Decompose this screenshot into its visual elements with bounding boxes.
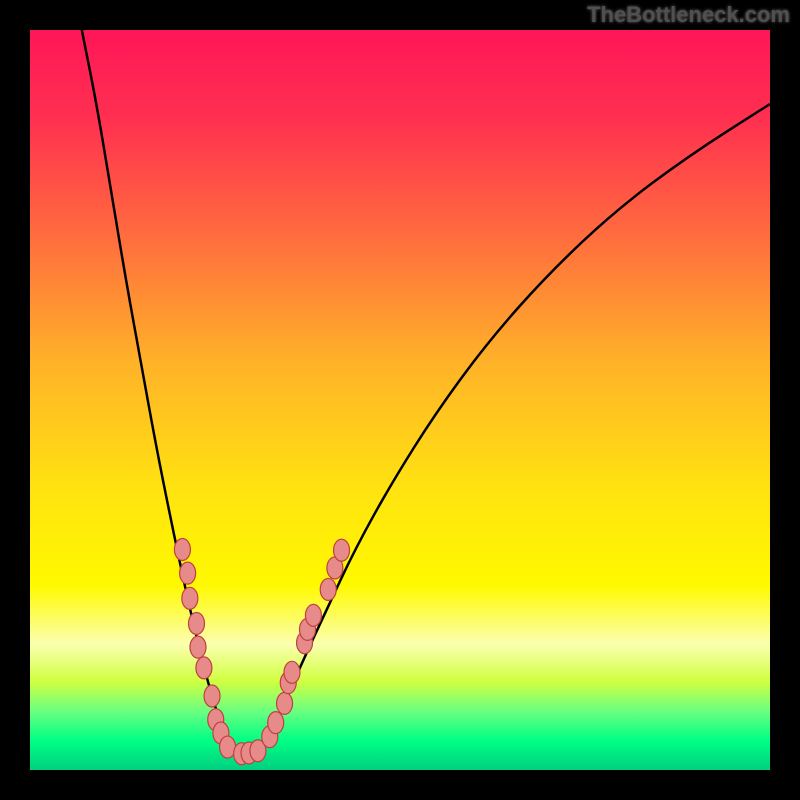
curve-marker [196,657,212,679]
bottleneck-curve-chart [0,0,800,800]
curve-marker [284,661,300,683]
curve-marker [334,539,350,561]
curve-marker [174,538,190,560]
curve-marker [305,604,321,626]
watermark-text: TheBottleneck.com [587,2,790,28]
curve-marker [320,578,336,600]
curve-marker [277,692,293,714]
curve-marker [268,712,284,734]
curve-marker [204,685,220,707]
curve-marker [190,636,206,658]
curve-marker [180,562,196,584]
curve-marker [182,587,198,609]
chart-background [30,30,770,770]
curve-marker [189,612,205,634]
